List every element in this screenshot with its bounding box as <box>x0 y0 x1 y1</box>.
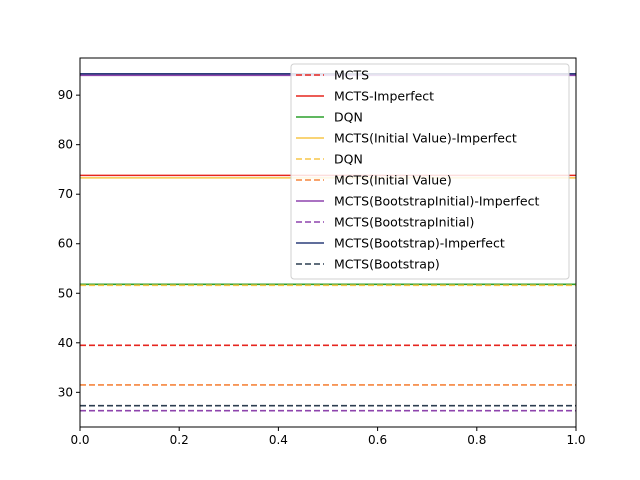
legend-box <box>290 63 570 280</box>
legend-label: MCTS(Bootstrap) <box>334 257 440 272</box>
y-tick-label: 50 <box>58 286 73 300</box>
legend-label: DQN <box>334 152 363 167</box>
y-tick-label: 70 <box>58 187 73 201</box>
x-tick-label: 0.6 <box>368 433 387 447</box>
legend-label: DQN <box>334 110 363 125</box>
legend-label: MCTS(BootstrapInitial) <box>334 215 474 230</box>
legend-label: MCTS(Initial Value)-Imperfect <box>334 131 517 146</box>
legend: MCTS MCTS-Imperfect DQN MCTS(Initial Value)… <box>290 63 570 280</box>
legend-label: MCTS <box>334 68 369 83</box>
legend-label: MCTS(BootstrapInitial)-Imperfect <box>334 194 539 209</box>
y-tick-label: 40 <box>58 336 73 350</box>
x-tick-label: 0.2 <box>170 433 189 447</box>
x-tick-label: 0.4 <box>269 433 288 447</box>
x-tick-label: 1.0 <box>566 433 585 447</box>
legend-label: MCTS(Bootstrap)-Imperfect <box>334 236 505 251</box>
x-tick-label: 0.0 <box>70 433 89 447</box>
tick-layer: 0.0 0.2 0.4 0.6 0.8 1.0 30 40 50 60 70 80 90 <box>58 88 586 447</box>
legend-label: MCTS(Initial Value) <box>334 173 452 188</box>
y-tick-label: 30 <box>58 385 73 399</box>
x-tick-label: 0.8 <box>467 433 486 447</box>
legend-label: MCTS-Imperfect <box>334 89 434 104</box>
y-tick-label: 80 <box>58 138 73 152</box>
axes-frame <box>79 57 577 428</box>
y-tick-label: 60 <box>58 237 73 251</box>
y-tick-label: 90 <box>58 88 73 102</box>
